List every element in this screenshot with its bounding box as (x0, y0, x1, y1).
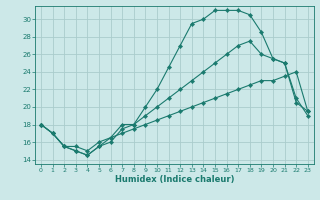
X-axis label: Humidex (Indice chaleur): Humidex (Indice chaleur) (115, 175, 234, 184)
